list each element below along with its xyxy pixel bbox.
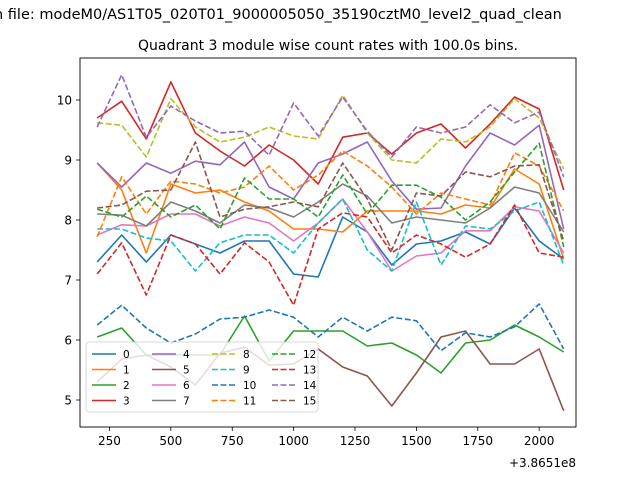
- legend-label-5: 5: [183, 365, 190, 377]
- y-tick-label: 9: [64, 154, 72, 168]
- legend-label-3: 3: [123, 396, 130, 408]
- figure-suptitle: n file: modeM0/AS1T05_020T01_9000005050_…: [0, 7, 562, 23]
- legend-label-6: 6: [183, 380, 190, 392]
- y-axis: 5 6 7 8 9 10: [57, 94, 80, 408]
- series-line-13: [96, 204, 564, 307]
- series-line-4: [96, 124, 565, 230]
- legend-label-0: 0: [123, 349, 130, 361]
- x-tick-label: 750: [221, 434, 244, 448]
- chart-title: Quadrant 3 module wise count rates with …: [138, 38, 518, 54]
- series-line-9: [97, 198, 565, 272]
- legend-label-8: 8: [243, 349, 250, 361]
- series-line-10: [96, 303, 565, 352]
- plot-frame: [79, 57, 577, 428]
- x-tick-label: 500: [159, 434, 182, 448]
- series-line-3: [96, 81, 565, 191]
- series-line-14: [96, 74, 565, 178]
- x-tick-label: 1500: [401, 434, 432, 448]
- y-tick-label: 5: [64, 394, 72, 408]
- y-tick-label: 7: [64, 274, 72, 288]
- series-line-6: [96, 198, 565, 272]
- legend-label-10: 10: [243, 380, 256, 392]
- y-tick-label: 6: [64, 334, 72, 348]
- x-axis: 250 500 750 1000 1250 1500 1750 2000: [98, 427, 554, 448]
- series-line-7: [97, 183, 565, 233]
- legend-label-13: 13: [303, 365, 316, 377]
- y-tick-label: 10: [57, 94, 72, 108]
- y-tick-label: 8: [64, 214, 72, 228]
- legend-label-14: 14: [303, 380, 317, 392]
- legend-label-2: 2: [123, 380, 130, 392]
- legend-label-11: 11: [243, 396, 256, 408]
- legend-label-9: 9: [243, 365, 250, 377]
- legend-label-4: 4: [183, 349, 190, 361]
- x-tick-label: 250: [98, 434, 121, 448]
- x-offset-label: +3.8651e8: [509, 456, 576, 470]
- x-tick-label: 1750: [463, 434, 494, 448]
- legend-box: [85, 341, 319, 413]
- legend-label-12: 12: [303, 349, 316, 361]
- x-tick-label: 1000: [278, 434, 309, 448]
- x-tick-label: 2000: [524, 434, 555, 448]
- series-line-12: [96, 142, 565, 248]
- series-line-15: [97, 141, 565, 251]
- legend-label-15: 15: [303, 396, 316, 408]
- legend-label-1: 1: [123, 365, 130, 377]
- series-line-8: [97, 94, 565, 170]
- x-tick-label: 1250: [340, 434, 371, 448]
- legend-label-7: 7: [183, 396, 190, 408]
- series-line-1: [96, 162, 565, 260]
